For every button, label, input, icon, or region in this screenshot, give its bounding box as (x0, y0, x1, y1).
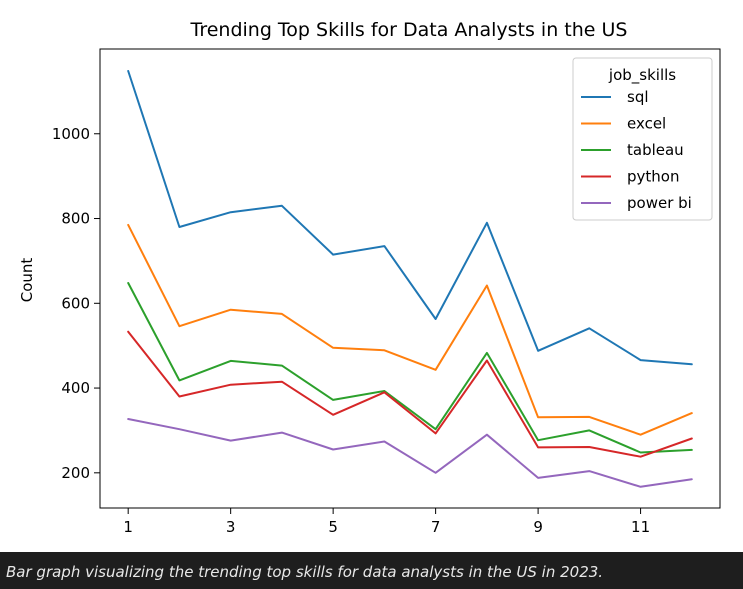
y-tick-label: 800 (61, 210, 90, 228)
line-chart: Trending Top Skills for Data Analysts in… (18, 19, 721, 536)
x-tick-label: 9 (533, 518, 543, 536)
legend-box (572, 57, 713, 221)
series-line-excel (127, 223, 693, 436)
legend-title: job_skills (608, 66, 676, 85)
series-line-power-bi (127, 418, 693, 488)
y-tick-label: 600 (61, 294, 90, 312)
chart-title: Trending Top Skills for Data Analysts in… (190, 19, 628, 41)
figure-caption: Bar graph visualizing the trending top s… (6, 563, 604, 581)
legend-label-sql: sql (627, 88, 649, 106)
legend-label-python: python (627, 168, 679, 186)
x-tick-label: 11 (631, 518, 650, 536)
x-tick-label: 1 (123, 518, 133, 536)
legend-label-tableau: tableau (627, 141, 684, 159)
plot-frame (99, 48, 721, 509)
legend-label-excel: excel (627, 115, 666, 133)
y-tick-label: 1000 (52, 125, 90, 143)
y-tick-label: 200 (61, 464, 90, 482)
x-tick-label: 3 (226, 518, 236, 536)
y-axis-label: Count (18, 258, 36, 303)
x-tick-label: 7 (431, 518, 441, 536)
chart-figure: Trending Top Skills for Data Analysts in… (0, 0, 743, 552)
x-tick-label: 5 (328, 518, 338, 536)
y-tick-label: 400 (61, 379, 90, 397)
series-line-tableau (127, 282, 693, 454)
series-line-python (127, 330, 693, 458)
legend-label-power-bi: power bi (627, 194, 692, 212)
series-line-sql (127, 70, 693, 366)
